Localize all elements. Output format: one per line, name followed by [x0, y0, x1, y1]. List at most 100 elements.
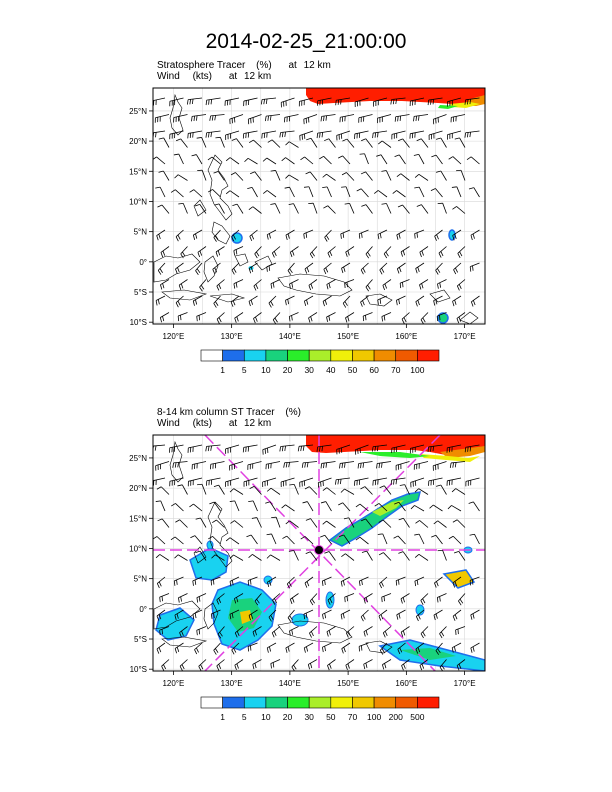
wind-barb — [179, 659, 188, 671]
wind-barb — [279, 130, 295, 138]
wind-barb — [344, 203, 355, 214]
wind-barb — [323, 262, 332, 275]
wind-barb — [414, 488, 429, 495]
wind-barb — [272, 312, 281, 324]
lat-tick-label: 10°N — [129, 197, 147, 206]
wind-barb — [373, 97, 388, 107]
wind-barb — [360, 295, 369, 307]
colorbar-label: 30 — [304, 712, 314, 722]
wind-barb — [186, 97, 203, 105]
wind-barb — [291, 659, 299, 671]
wind-barb — [436, 593, 447, 603]
wind-barb — [303, 186, 314, 198]
wind-barb — [301, 461, 318, 468]
colorbar-label: 50 — [348, 365, 358, 375]
wind-barb — [470, 642, 480, 653]
wind-barb — [427, 444, 443, 452]
wind-barb — [190, 535, 203, 545]
wind-barb — [468, 501, 480, 512]
wind-barb — [192, 295, 203, 306]
wind-barb — [174, 609, 184, 621]
wind-barb — [191, 114, 207, 122]
wind-barb — [175, 262, 184, 274]
wind-barb — [446, 444, 462, 453]
panel1-field-at: at — [288, 60, 297, 71]
wind-barb — [420, 593, 429, 605]
wind-barb — [398, 517, 410, 528]
wind-barb — [309, 246, 318, 259]
wind-barb — [413, 114, 429, 122]
wind-barb — [155, 461, 170, 471]
wind-barb — [196, 312, 207, 322]
wind-barb — [413, 461, 429, 470]
wind-barb — [304, 486, 318, 495]
wind-barb — [266, 229, 277, 240]
wind-barb — [212, 519, 225, 528]
wind-barb — [175, 138, 188, 148]
wind-barb — [197, 246, 207, 258]
wind-barb — [323, 205, 336, 214]
wind-barb — [357, 461, 373, 469]
panel1-wind-unit: (kts) — [192, 71, 213, 82]
guide-diag-2 — [204, 435, 441, 671]
wind-barb — [288, 203, 299, 214]
lon-tick-label: 120°E — [162, 679, 184, 688]
wind-barb — [338, 502, 351, 512]
wind-barb — [436, 312, 447, 322]
colorbar-swatch — [243, 696, 267, 709]
wind-barb — [382, 659, 392, 670]
wind-barb — [465, 477, 480, 487]
wind-barb — [409, 97, 425, 107]
wind-barb — [251, 517, 262, 528]
wind-barb — [451, 488, 466, 495]
wind-barb — [284, 186, 295, 198]
wind-barb — [396, 262, 406, 274]
panel2-cluster-sw — [155, 607, 195, 641]
colorbar-label: 5 — [242, 365, 247, 375]
wind-barb — [414, 229, 425, 239]
colorbar-swatch — [373, 349, 397, 362]
wind-barb — [170, 536, 184, 545]
wind-barb — [282, 535, 295, 545]
wind-barb — [173, 153, 184, 165]
wind-barb — [439, 626, 447, 639]
wind-barb — [270, 170, 281, 181]
wind-barb — [155, 500, 166, 512]
wind-barb — [452, 609, 462, 621]
wind-barb — [340, 229, 351, 239]
wind-barb — [358, 229, 369, 239]
wind-barb — [271, 626, 281, 638]
wind-barb — [253, 312, 262, 324]
wind-barb — [464, 97, 480, 105]
wind-barb — [365, 246, 373, 259]
wind-barb — [266, 262, 277, 272]
wind-barb — [216, 312, 225, 324]
lat-tick-label: 5°N — [134, 575, 148, 584]
wind-barb — [469, 576, 480, 586]
wind-barb — [195, 550, 207, 561]
wind-barb — [266, 576, 277, 588]
wind-barb — [247, 642, 258, 652]
wind-barb — [244, 157, 258, 165]
lat-tick-label: 25°N — [129, 107, 147, 116]
wind-barb — [229, 554, 244, 561]
wind-barb — [320, 461, 336, 469]
wind-barb — [428, 477, 443, 486]
wind-barb — [254, 246, 262, 259]
wind-barb — [157, 262, 166, 275]
wind-barb — [317, 477, 332, 488]
colorbar-swatch — [222, 696, 245, 709]
wind-barb — [448, 535, 462, 545]
wind-barb — [435, 137, 447, 148]
wind-barb — [286, 576, 295, 589]
wind-barb — [324, 551, 336, 561]
wind-barb — [327, 593, 336, 605]
panel1-label-line1: Stratosphere Tracer (%) at 12 km — [157, 60, 331, 71]
wind-barb — [341, 262, 351, 274]
wind-barb — [175, 295, 184, 308]
wind-barb — [322, 173, 336, 181]
wind-barb — [231, 262, 240, 275]
lon-tick-label: 130°E — [221, 679, 243, 688]
lat-tick-label: 20°N — [129, 137, 147, 146]
